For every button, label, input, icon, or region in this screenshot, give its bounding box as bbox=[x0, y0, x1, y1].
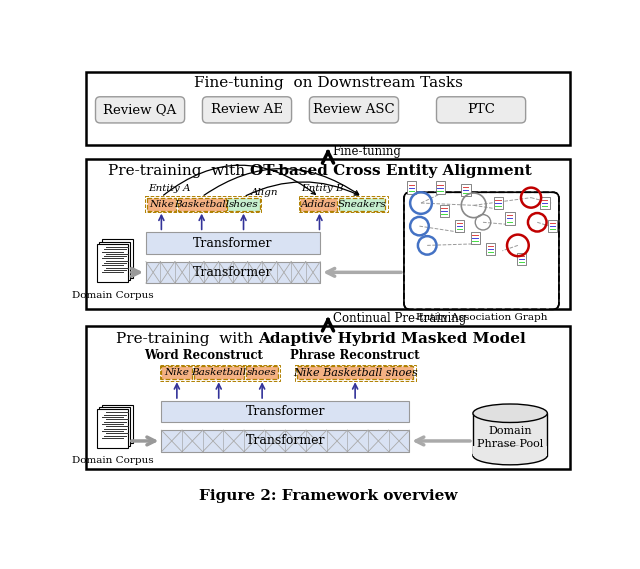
Bar bbox=[102, 239, 132, 278]
Text: Align: Align bbox=[251, 188, 278, 197]
Bar bbox=[407, 182, 417, 194]
Ellipse shape bbox=[473, 446, 547, 465]
Text: Transformer: Transformer bbox=[193, 266, 273, 279]
Text: shoes: shoes bbox=[228, 200, 259, 209]
Bar bbox=[160, 365, 280, 381]
Bar bbox=[455, 220, 465, 232]
Bar bbox=[246, 366, 278, 380]
Text: Continual Pre-training: Continual Pre-training bbox=[333, 312, 466, 325]
Text: Entity B: Entity B bbox=[301, 184, 344, 193]
Ellipse shape bbox=[473, 404, 547, 422]
Text: Nike Basketball shoes: Nike Basketball shoes bbox=[292, 368, 417, 378]
Text: Phrase Reconstruct: Phrase Reconstruct bbox=[291, 349, 420, 362]
Bar bbox=[86, 159, 570, 310]
Bar bbox=[540, 197, 550, 209]
Bar bbox=[494, 197, 503, 209]
Text: Entity Association Graph: Entity Association Graph bbox=[416, 314, 547, 322]
Text: Domain Corpus: Domain Corpus bbox=[72, 291, 154, 300]
Bar bbox=[194, 366, 244, 380]
Bar bbox=[440, 205, 449, 217]
Bar bbox=[145, 196, 261, 212]
Text: Nike: Nike bbox=[164, 368, 189, 377]
Text: Pre-training  with: Pre-training with bbox=[116, 332, 259, 345]
Bar bbox=[227, 197, 260, 211]
Bar bbox=[297, 366, 413, 380]
Bar bbox=[436, 182, 445, 194]
Text: Entity A: Entity A bbox=[148, 184, 191, 193]
Bar bbox=[178, 197, 226, 211]
Text: Figure 2: Framework overview: Figure 2: Framework overview bbox=[199, 489, 457, 504]
Bar bbox=[470, 232, 480, 244]
Bar bbox=[473, 446, 547, 456]
Text: Transformer: Transformer bbox=[246, 435, 325, 447]
Text: Basketball: Basketball bbox=[191, 368, 246, 377]
Bar bbox=[86, 72, 570, 145]
FancyBboxPatch shape bbox=[95, 97, 184, 123]
Bar bbox=[473, 413, 547, 456]
Text: shoes: shoes bbox=[247, 368, 277, 377]
Bar bbox=[146, 232, 320, 254]
FancyBboxPatch shape bbox=[404, 192, 559, 310]
Bar bbox=[97, 244, 128, 282]
Bar bbox=[161, 366, 193, 380]
Text: Fine-tuning: Fine-tuning bbox=[333, 145, 401, 158]
Text: Review AE: Review AE bbox=[211, 104, 283, 116]
Bar bbox=[486, 243, 495, 255]
Text: Adidas: Adidas bbox=[301, 200, 337, 209]
Text: Basketball: Basketball bbox=[174, 200, 229, 209]
FancyBboxPatch shape bbox=[436, 97, 525, 123]
Text: Domain
Phrase Pool: Domain Phrase Pool bbox=[477, 426, 543, 449]
Bar bbox=[102, 405, 132, 443]
Bar bbox=[548, 220, 557, 232]
Text: Word Reconstruct: Word Reconstruct bbox=[145, 349, 264, 362]
Bar bbox=[296, 365, 415, 381]
Bar bbox=[461, 184, 470, 196]
Bar bbox=[99, 241, 131, 280]
Bar bbox=[161, 401, 410, 422]
Bar bbox=[300, 197, 337, 211]
Bar bbox=[339, 197, 385, 211]
Text: OT-based Cross Entity Alignment: OT-based Cross Entity Alignment bbox=[250, 164, 532, 179]
Text: Review ASC: Review ASC bbox=[313, 104, 395, 116]
Bar bbox=[298, 196, 388, 212]
FancyBboxPatch shape bbox=[309, 97, 399, 123]
Text: Review QA: Review QA bbox=[104, 104, 177, 116]
Text: Domain Corpus: Domain Corpus bbox=[72, 456, 154, 465]
FancyBboxPatch shape bbox=[202, 97, 292, 123]
Text: Nike: Nike bbox=[149, 200, 174, 209]
Text: Fine-tuning  on Downstream Tasks: Fine-tuning on Downstream Tasks bbox=[193, 76, 463, 90]
Bar bbox=[517, 253, 526, 265]
Bar bbox=[161, 430, 410, 452]
Bar bbox=[97, 409, 128, 448]
Text: Pre-training  with: Pre-training with bbox=[109, 164, 250, 179]
Bar bbox=[99, 407, 131, 446]
Bar bbox=[146, 262, 320, 283]
Text: Sneakers: Sneakers bbox=[338, 200, 387, 209]
Bar bbox=[506, 212, 515, 225]
Text: Adaptive Hybrid Masked Model: Adaptive Hybrid Masked Model bbox=[259, 332, 526, 345]
Text: Transformer: Transformer bbox=[193, 237, 273, 250]
Bar bbox=[147, 197, 176, 211]
Text: Transformer: Transformer bbox=[246, 405, 325, 418]
Bar bbox=[86, 326, 570, 469]
Text: PTC: PTC bbox=[467, 104, 495, 116]
